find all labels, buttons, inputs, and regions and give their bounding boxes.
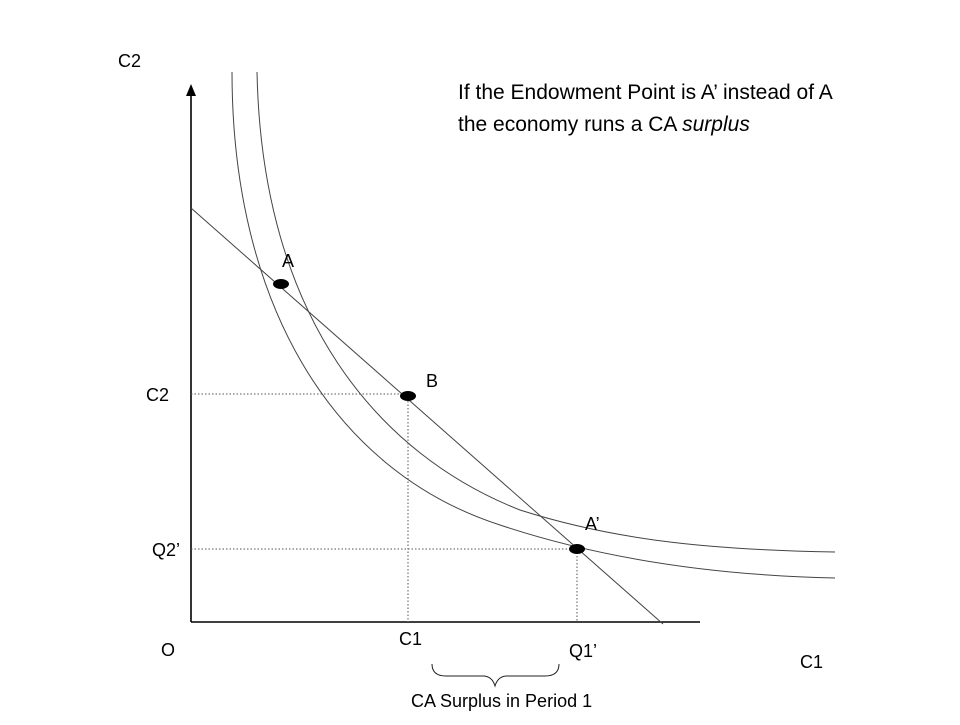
title-line-2-emphasis: surplus	[682, 113, 750, 136]
x-axis-label: C1	[800, 652, 823, 672]
brace-label: CA Surplus in Period 1	[411, 691, 592, 711]
lower-indifference-curve	[231, 71, 836, 579]
title-line-2: the economy runs a CA surplus	[458, 113, 750, 136]
title-line-2-prefix: the economy runs a CA	[458, 113, 682, 136]
surplus-brace	[431, 663, 560, 688]
y-tick-c2: C2	[146, 385, 169, 405]
y-tick-q2-prime: Q2’	[152, 540, 180, 560]
budget-line	[190, 207, 664, 625]
x-tick-q1-prime: Q1’	[569, 641, 597, 661]
title-line-1: If the Endowment Point is A’ instead of …	[458, 81, 833, 104]
point-a-prime-marker	[569, 544, 585, 554]
x-tick-c1: C1	[399, 629, 422, 649]
point-b-marker	[400, 391, 416, 401]
point-b-label: B	[426, 371, 438, 391]
y-axis-arrowhead	[186, 84, 196, 96]
y-axis-label: C2	[118, 51, 141, 71]
point-a-label: A	[282, 251, 294, 271]
point-a-prime-label: A’	[585, 514, 600, 534]
point-a-marker	[273, 279, 289, 289]
origin-label: O	[161, 640, 175, 660]
upper-indifference-curve	[256, 71, 836, 553]
